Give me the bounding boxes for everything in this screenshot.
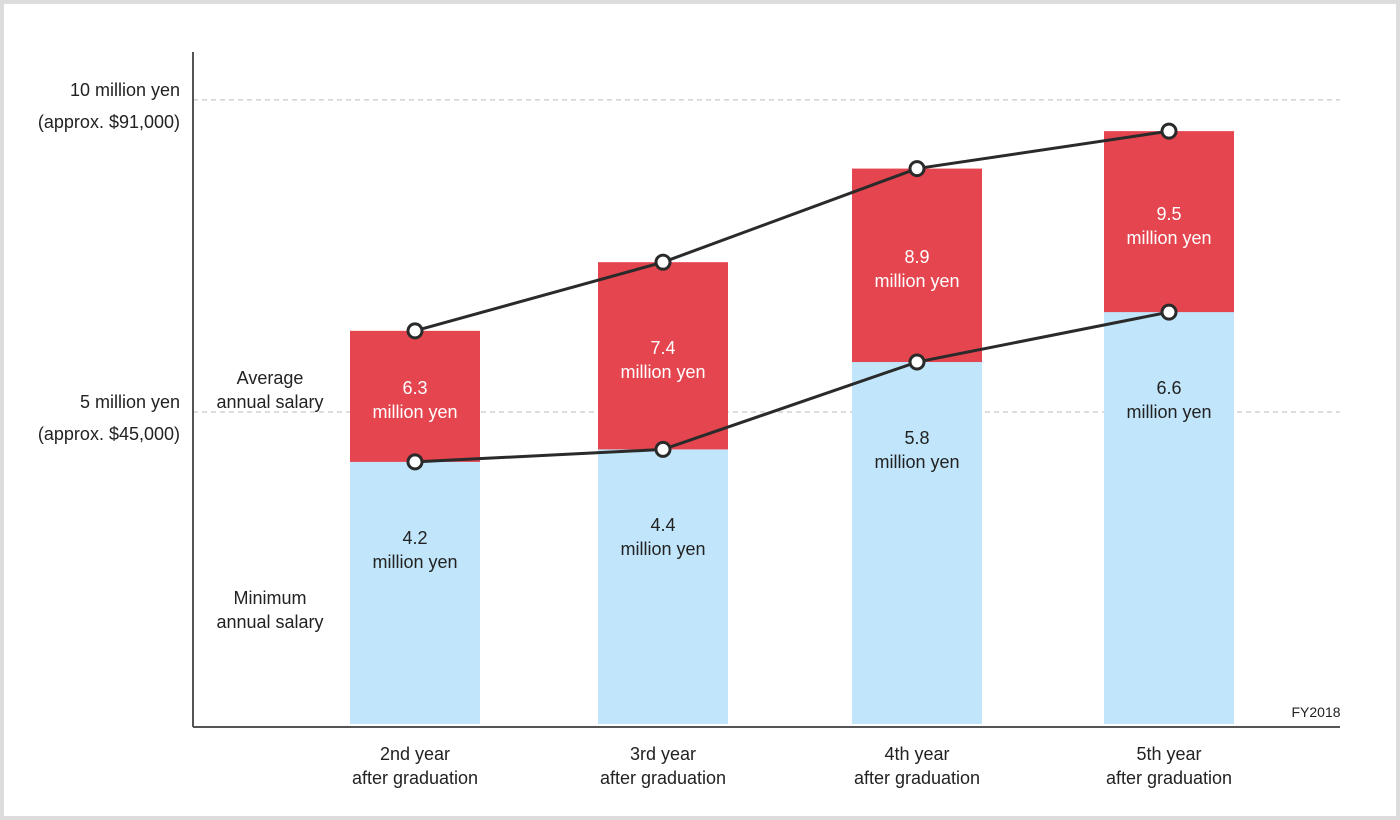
- y-tick-label: 10 million yen: [69, 79, 180, 100]
- value-label: 9.5 million yen: [1126, 203, 1212, 248]
- series-name: Minimum annual salary: [216, 588, 324, 632]
- x-tick-label: 3rd year after graduation: [599, 744, 727, 788]
- line: [414, 129, 1170, 333]
- bar: [852, 362, 982, 724]
- value-label: 7.4 million yen: [620, 337, 706, 382]
- value-label: 5.8 million yen: [874, 428, 960, 473]
- bar: [1104, 312, 1234, 724]
- value-label: 6.3 million yen: [372, 378, 458, 423]
- point: [908, 353, 926, 371]
- plot: [192, 52, 1340, 728]
- x-tick-label: 2nd year after graduation: [351, 744, 479, 788]
- line: [414, 310, 1170, 464]
- value-label: 8.9 million yen: [874, 247, 960, 292]
- point: [908, 160, 926, 178]
- value-label: 4.4 million yen: [620, 515, 706, 560]
- series-name: Average annual salary: [216, 368, 324, 412]
- point: [406, 453, 424, 471]
- point: [654, 253, 672, 271]
- bar: [598, 449, 728, 724]
- point: [654, 440, 672, 458]
- point: [1160, 122, 1178, 140]
- point: [1160, 303, 1178, 321]
- bar: [350, 461, 480, 724]
- y-tick-label: 5 million yen: [79, 391, 180, 412]
- value-label: 6.6 million yen: [1126, 378, 1212, 423]
- value-label: 4.2 million yen: [372, 527, 458, 572]
- point: [406, 322, 424, 340]
- footnote: FY2018: [1291, 704, 1341, 720]
- y-tick-note: (approx. $45,000): [37, 423, 180, 444]
- x-tick-label: 4th year after graduation: [853, 744, 981, 788]
- y-tick-note: (approx. $91,000): [37, 111, 180, 132]
- x-tick-label: 5th year after graduation: [1105, 744, 1233, 788]
